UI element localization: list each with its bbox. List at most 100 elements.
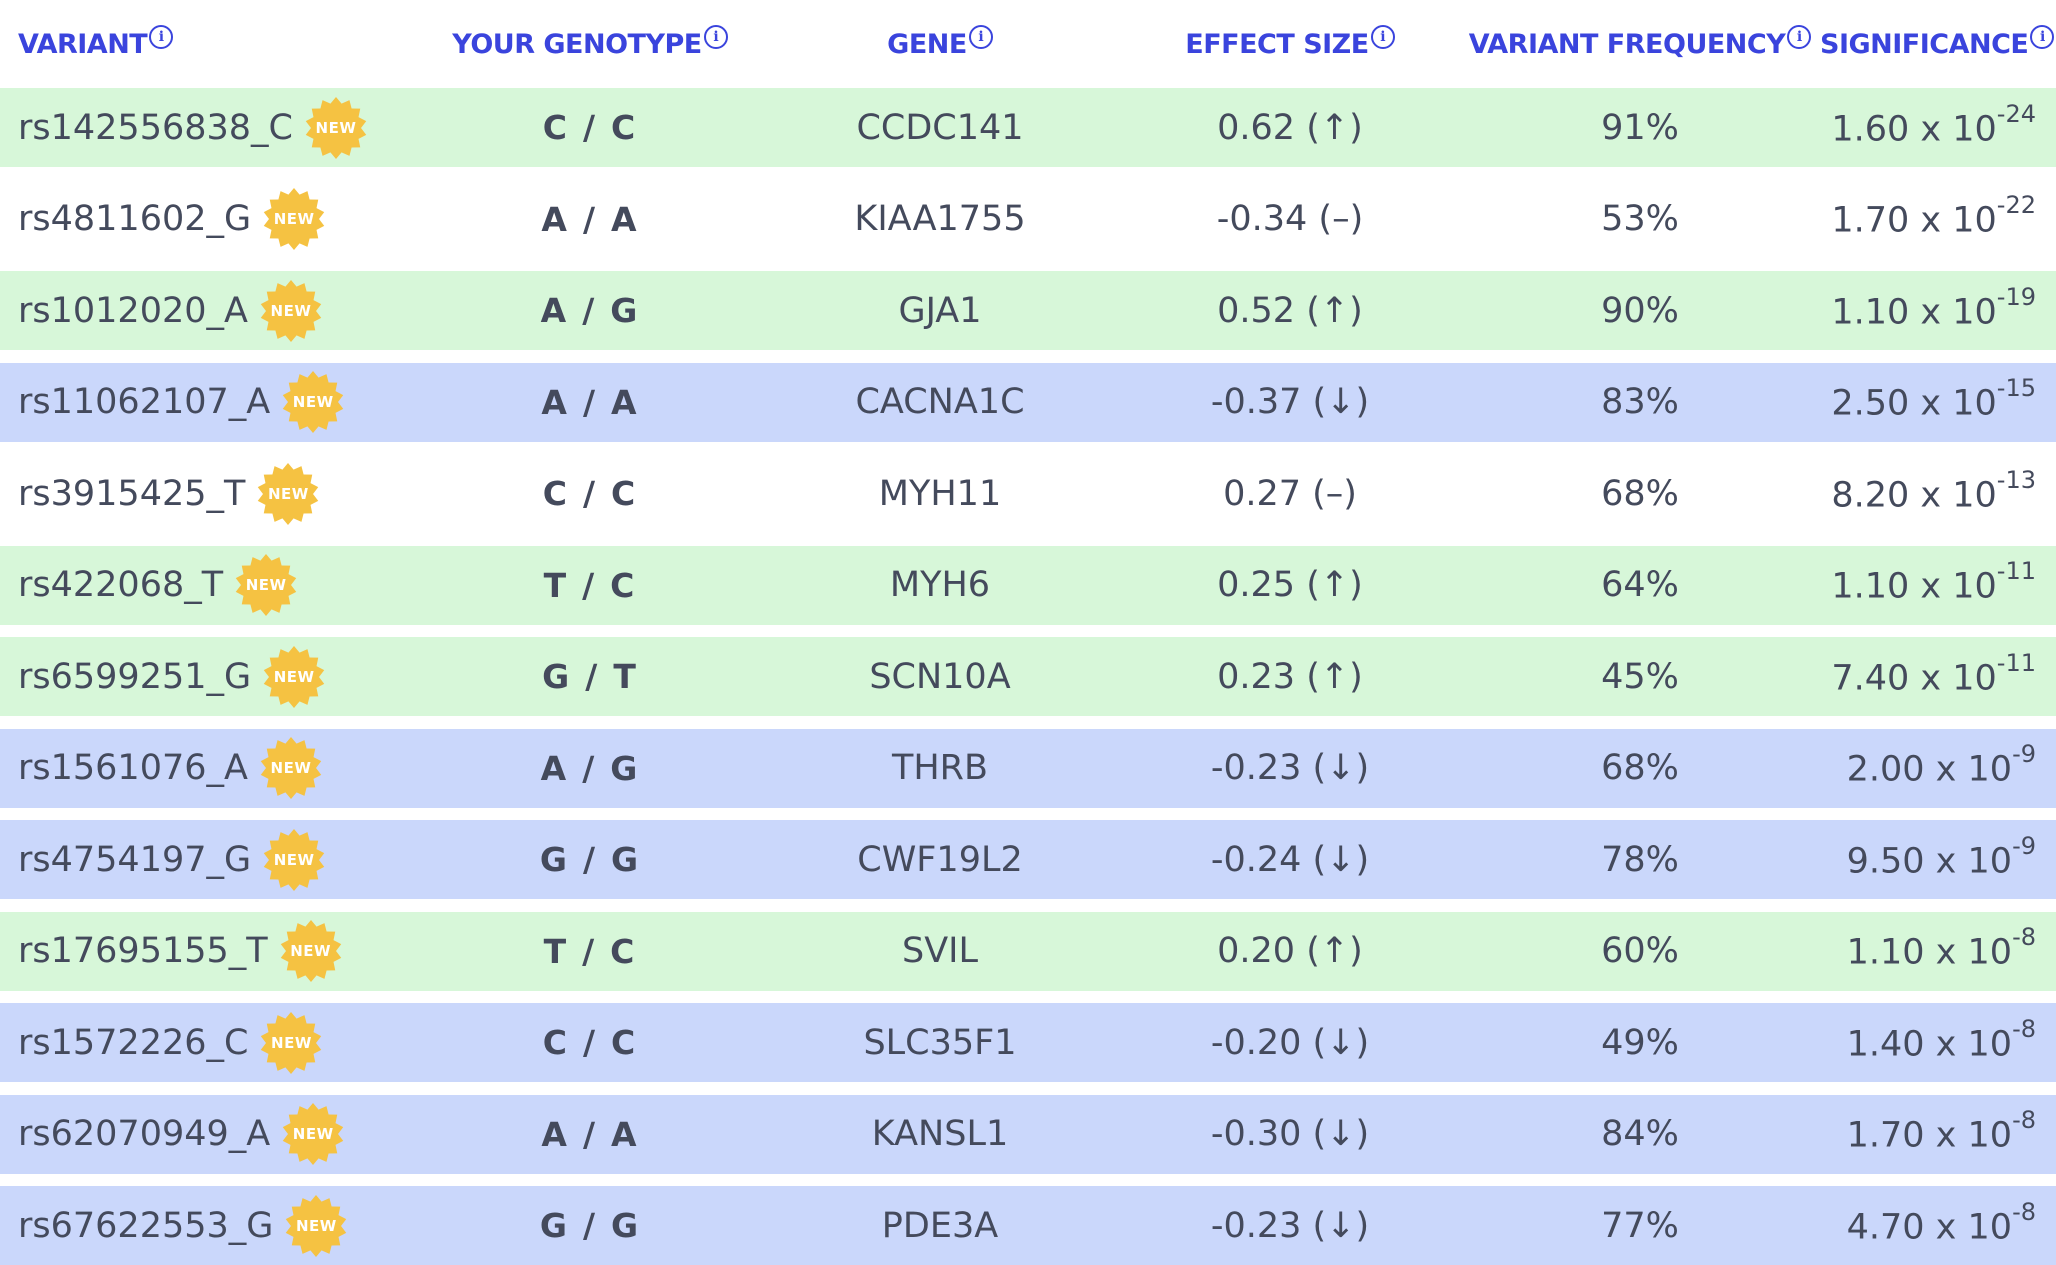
table-row[interactable]: rs6599251_G NEW G / T SCN10A 0.23 (↑) 45% … [0, 637, 2056, 716]
table-row[interactable]: rs142556838_C NEW C / C CCDC141 0.62 (↑) 9… [0, 88, 2056, 167]
column-header-effect-size[interactable]: EFFECT SIZE i [1120, 24, 1460, 60]
allele-1: G [542, 657, 572, 696]
badge-starburst-icon [263, 828, 325, 891]
variant-frequency-cell: 49% [1601, 1022, 1679, 1063]
variant-id[interactable]: rs4811602_G [18, 199, 252, 239]
significance-cell: 1.40 x 10-8 [1820, 1015, 2056, 1065]
effect-size-cell: -0.37 (↓) [1210, 382, 1370, 422]
new-badge-label: NEW [292, 393, 334, 411]
badge-starburst-icon [263, 188, 325, 250]
allele-separator: / [582, 1206, 598, 1245]
variant-frequency-cell: 84% [1601, 1114, 1679, 1154]
badge-starburst-icon [235, 554, 297, 616]
info-icon[interactable]: i [968, 24, 993, 49]
genotype-cell: A / A [420, 200, 760, 239]
column-header-gene[interactable]: GENE i [760, 24, 1120, 60]
allele-2: A [611, 1114, 639, 1154]
info-icon[interactable]: i [1787, 24, 1812, 49]
variant-id[interactable]: rs6599251_G [18, 656, 252, 697]
table-row[interactable]: rs4811602_G NEW A / A KIAA1755 -0.34 (–) 5… [0, 179, 2056, 259]
info-icon[interactable]: i [149, 24, 174, 49]
badge-starburst-icon [258, 462, 319, 525]
new-badge: NEW [282, 1103, 344, 1165]
allele-1: A [541, 1114, 569, 1154]
table-header: VARIANT i YOUR GENOTYPE i GENE i EFFECT SIZ… [0, 0, 2056, 88]
variant-frequency-cell: 68% [1601, 473, 1679, 514]
variant-id[interactable]: rs1561076_A [18, 748, 248, 788]
info-icon[interactable]: i [1370, 24, 1395, 49]
table-row[interactable]: rs67622553_G NEW G / G PDE3A -0.23 (↓) 77%… [0, 1186, 2056, 1265]
significance-exponent: -24 [1996, 99, 2036, 128]
gene-cell: CWF19L2 [857, 839, 1023, 880]
table-row[interactable]: rs1012020_A NEW A / G GJA1 0.52 (↑) 90% 1.… [0, 271, 2056, 350]
significance-exponent: -9 [2012, 740, 2036, 769]
variant-id[interactable]: rs67622553_G [18, 1205, 274, 1246]
column-header-variant-frequency[interactable]: VARIANT FREQUENCY i [1460, 24, 1820, 60]
variant-id[interactable]: rs4754197_G [18, 839, 252, 880]
significance-exponent: -15 [1996, 374, 2036, 403]
column-header-label: VARIANT [18, 28, 148, 60]
table-row[interactable]: rs1572226_C NEW C / C SLC35F1 -0.20 (↓) 49… [0, 1003, 2056, 1082]
gene-cell: MYH6 [889, 565, 991, 605]
table-row[interactable]: rs422068_T NEW T / C MYH6 0.25 (↑) 64% 1.1… [0, 545, 2056, 625]
new-badge-label: NEW [267, 484, 309, 503]
table-row[interactable]: rs17695155_T NEW T / C SVIL 0.20 (↑) 60% 1… [0, 911, 2056, 991]
table-row[interactable]: rs11062107_A NEW A / A CACNA1C -0.37 (↓) 8… [0, 362, 2056, 442]
allele-2: A [611, 382, 639, 422]
column-header-variant[interactable]: VARIANT i [0, 24, 420, 60]
significance-cell: 7.40 x 10-11 [1820, 649, 2056, 699]
significance-mantissa: 1.70 x 10 [1831, 200, 1997, 241]
variant-id[interactable]: rs3915425_T [18, 473, 246, 514]
column-header-significance[interactable]: SIGNIFICANCE i [1820, 24, 2056, 60]
variant-cell: rs1012020_A NEW [0, 279, 420, 342]
significance-cell: 8.20 x 10-13 [1820, 466, 2056, 516]
variant-frequency-cell: 91% [1601, 107, 1679, 148]
genotype-cell: A / G [420, 749, 760, 788]
variant-id[interactable]: rs17695155_T [18, 931, 268, 971]
significance-cell: 1.60 x 10-24 [1820, 100, 2056, 150]
effect-size-cell: -0.23 (↓) [1210, 1205, 1370, 1246]
variant-id[interactable]: rs1572226_C [18, 1022, 249, 1063]
column-header-genotype[interactable]: YOUR GENOTYPE i [420, 24, 760, 60]
significance-mantissa: 1.60 x 10 [1831, 109, 1997, 150]
new-badge-label: NEW [245, 576, 287, 594]
variant-frequency-cell: 60% [1601, 931, 1679, 971]
allele-2: G [610, 291, 640, 330]
badge-starburst-icon [286, 1194, 347, 1257]
genotype-cell: G / T [420, 657, 760, 696]
allele-2: C [611, 1023, 638, 1062]
info-icon[interactable]: i [703, 24, 728, 49]
effect-size-cell: -0.24 (↓) [1210, 839, 1370, 880]
genotype-cell: T / C [420, 566, 760, 605]
table-row[interactable]: rs3915425_T NEW C / C MYH11 0.27 (–) 68% 8… [0, 454, 2056, 533]
significance-cell: 1.70 x 10-22 [1820, 191, 2056, 241]
variant-cell: rs62070949_A NEW [0, 1103, 420, 1165]
variant-id[interactable]: rs62070949_A [18, 1114, 271, 1154]
genotype-cell: G / G [420, 840, 760, 879]
variant-id[interactable]: rs1012020_A [18, 290, 248, 331]
variant-id[interactable]: rs142556838_C [18, 107, 293, 148]
significance-mantissa: 1.40 x 10 [1846, 1024, 2013, 1065]
significance-mantissa: 1.10 x 10 [1846, 932, 2013, 973]
significance-cell: 1.10 x 10-19 [1820, 283, 2056, 333]
effect-size-cell: -0.30 (↓) [1210, 1114, 1370, 1154]
badge-starburst-icon [282, 1103, 344, 1165]
table-row[interactable]: rs62070949_A NEW A / A KANSL1 -0.30 (↓) 84… [0, 1094, 2056, 1174]
significance-exponent: -11 [1996, 557, 2036, 586]
new-badge-label: NEW [273, 850, 315, 869]
new-badge: NEW [282, 371, 344, 433]
significance-exponent: -9 [2012, 831, 2036, 860]
significance-cell: 1.70 x 10-8 [1820, 1106, 2056, 1156]
genotype-cell: C / C [420, 108, 760, 147]
variant-id[interactable]: rs422068_T [18, 565, 224, 605]
significance-mantissa: 2.50 x 10 [1831, 383, 1997, 424]
table-row[interactable]: rs1561076_A NEW A / G THRB -0.23 (↓) 68% 2… [0, 728, 2056, 808]
new-badge: NEW [280, 920, 342, 982]
table-row[interactable]: rs4754197_G NEW G / G CWF19L2 -0.24 (↓) 78… [0, 820, 2056, 899]
badge-starburst-icon [280, 920, 341, 982]
new-badge-label: NEW [292, 1125, 334, 1143]
significance-mantissa: 9.50 x 10 [1846, 841, 2013, 882]
info-icon[interactable]: i [2030, 24, 2055, 49]
badge-starburst-icon [305, 96, 367, 159]
variant-id[interactable]: rs11062107_A [18, 382, 271, 422]
